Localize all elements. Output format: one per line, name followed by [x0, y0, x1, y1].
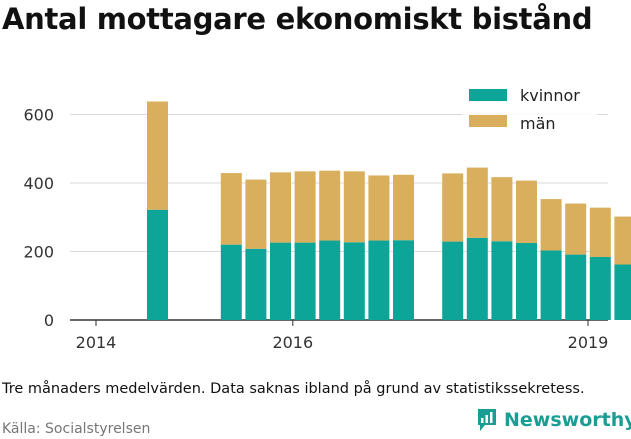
legend-swatch-kvinnor — [469, 89, 507, 101]
bar-man — [491, 177, 513, 242]
legend-swatch-man — [469, 115, 507, 127]
bar-man — [270, 172, 291, 243]
bar-kvinnor — [294, 242, 316, 320]
y-tick-label: 200 — [23, 243, 54, 262]
chart-title: Antal mottagare ekonomiskt bistånd — [2, 2, 593, 36]
y-tick-label: 400 — [23, 174, 54, 193]
legend: kvinnor män — [462, 82, 597, 133]
bar-kvinnor — [343, 242, 365, 320]
legend-label-kvinnor: kvinnor — [520, 86, 580, 105]
legend-label-man: män — [520, 114, 556, 133]
bar-kvinnor — [368, 240, 390, 320]
x-axis-ticks: 20142016201920212023 — [76, 320, 609, 352]
bar-kvinnor — [220, 244, 242, 320]
bar-kvinnor — [393, 240, 414, 320]
bar-kvinnor — [614, 264, 631, 320]
x-tick-label: 2014 — [76, 333, 117, 352]
bar-kvinnor — [491, 241, 513, 320]
bar-man — [589, 207, 611, 257]
bar-kvinnor — [589, 256, 611, 320]
bars — [147, 101, 631, 320]
newsworthy-logo-icon — [478, 409, 496, 431]
brand-name: Newsworthy — [504, 409, 631, 431]
bar-man — [343, 171, 365, 243]
y-tick-label: 600 — [23, 106, 54, 125]
bar-kvinnor — [270, 242, 291, 320]
bar-kvinnor — [147, 209, 168, 320]
bar-man — [540, 199, 562, 251]
bar-man — [565, 203, 587, 255]
y-tick-label: 0 — [44, 311, 54, 330]
x-tick-label: 2019 — [568, 333, 609, 352]
bar-man — [147, 101, 168, 210]
bar-man — [319, 170, 341, 241]
bar-man — [294, 171, 316, 243]
y-axis-ticks: 0 200 400 600 — [23, 106, 54, 331]
bar-kvinnor — [466, 237, 488, 320]
bar-man — [614, 216, 631, 265]
bar-man — [393, 174, 414, 241]
source-credit: Källa: Socialstyrelsen — [2, 421, 151, 437]
bar-kvinnor — [245, 248, 267, 320]
bar-man — [466, 167, 488, 238]
bar-kvinnor — [442, 241, 464, 320]
bar-kvinnor — [319, 240, 341, 320]
bar-man — [368, 175, 390, 241]
bar-kvinnor — [565, 254, 587, 320]
brand[interactable]: Newsworthy — [476, 407, 631, 433]
bar-man — [245, 179, 267, 249]
bar-kvinnor — [516, 242, 537, 320]
bar-man — [442, 173, 464, 242]
chart-note: Tre månaders medelvärden. Data saknas ib… — [2, 381, 585, 397]
bar-man — [220, 173, 242, 245]
bar-man — [516, 180, 537, 243]
x-tick-label: 2016 — [272, 333, 313, 352]
bar-kvinnor — [540, 250, 562, 320]
